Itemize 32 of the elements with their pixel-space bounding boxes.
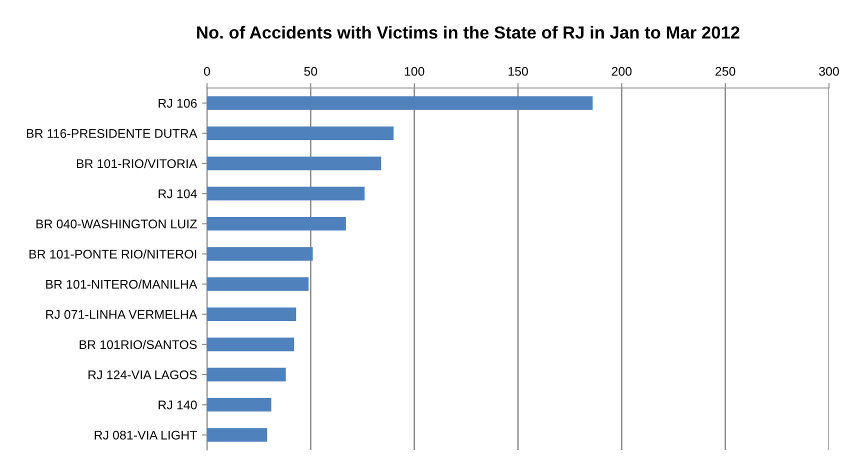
x-tick-label: 0 [204, 66, 210, 76]
y-tick-label: RJ 071-LINHA VERMELHA [46, 310, 198, 319]
bar [207, 307, 296, 322]
bar [207, 368, 286, 382]
bar [207, 428, 268, 442]
bar [207, 126, 394, 140]
x-tick-label: 50 [304, 66, 318, 76]
x-tick-label: 300 [819, 66, 839, 76]
bar [207, 247, 313, 261]
y-tick-label: RJ 124-VIA LAGOS [88, 370, 197, 380]
y-tick-label: RJ 081-VIA LIGHT [94, 430, 197, 440]
y-tick-label: BR 101-RIO/VITORIA [76, 158, 198, 168]
y-tick-label: RJ 106 [158, 98, 197, 108]
y-tick-label: RJ 104 [158, 189, 197, 198]
bar [207, 96, 593, 110]
bar [207, 338, 294, 352]
y-tick-label: BR 116-PRESIDENTE DUTRA [26, 129, 198, 138]
y-tick-label: RJ 140 [158, 400, 197, 410]
bar [207, 186, 365, 200]
x-tick-label: 150 [508, 66, 528, 76]
x-tick-label: 100 [404, 66, 424, 76]
y-tick-label: BR 101RIO/SANTOS [80, 340, 197, 350]
bar [207, 398, 272, 412]
bar [207, 156, 382, 170]
x-tick-label: 250 [716, 66, 736, 76]
bar [207, 277, 309, 291]
bar [207, 216, 346, 231]
x-tick-label: 200 [612, 66, 632, 76]
y-tick-label: BR 101-PONTE RIO/NITEROI [30, 249, 196, 259]
y-tick-label: BR 040-WASHINGTON LUIZ [36, 220, 197, 228]
chart-title: No. of Accidents with Victims in the State of RJ in Jan to Mar 2012 [197, 26, 740, 39]
y-tick-label: BR 101-NITERO/MANILHA [46, 280, 198, 289]
